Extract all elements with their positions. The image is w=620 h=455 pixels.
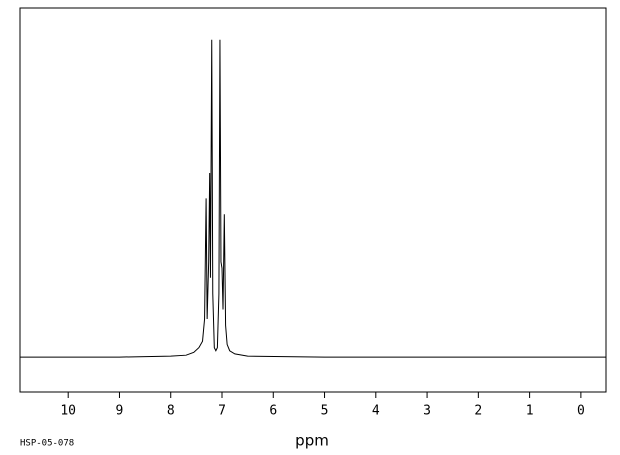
footnote: HSP-05-078 xyxy=(20,439,74,449)
x-tick-label: 2 xyxy=(474,404,482,419)
x-tick-label: 6 xyxy=(269,404,277,419)
spectrum-line xyxy=(20,39,606,358)
x-tick-label: 5 xyxy=(321,404,329,419)
x-tick-label: 9 xyxy=(116,404,124,419)
x-tick-label: 7 xyxy=(218,404,226,419)
x-tick-label: 10 xyxy=(60,404,76,419)
x-tick-label: 0 xyxy=(577,404,585,419)
x-tick-label: 1 xyxy=(526,404,534,419)
x-axis-label: ppm xyxy=(295,432,329,450)
plot-frame xyxy=(19,7,607,393)
x-tick-label: 3 xyxy=(423,404,431,419)
x-tick-label: 8 xyxy=(167,404,175,419)
x-tick-label: 4 xyxy=(372,404,380,419)
